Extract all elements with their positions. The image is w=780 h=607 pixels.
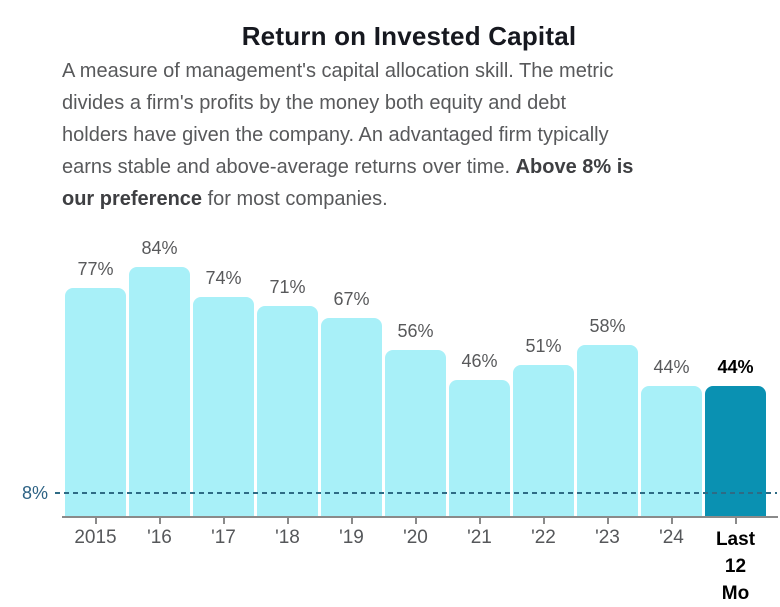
axis-tick (606, 518, 609, 524)
description-line-1: A measure of management's capital alloca… (62, 60, 614, 82)
axis-tick (94, 518, 97, 524)
bar-'19 (321, 318, 382, 517)
x-axis-line (62, 516, 778, 518)
bar-'21 (449, 380, 510, 517)
axis-tick (734, 518, 737, 524)
x-axis-label: '19 (339, 527, 364, 548)
description-line-4: earns stable and above-average returns o… (62, 156, 634, 178)
axis-tick (158, 518, 161, 524)
bar-value-label: 46% (461, 351, 498, 371)
x-axis-label: '16 (147, 527, 172, 548)
bar-'20 (385, 350, 446, 517)
bar-'18 (257, 306, 318, 517)
bar-value-label: 71% (269, 277, 306, 297)
axis-tick (286, 518, 289, 524)
bar-value-label: 74% (205, 268, 242, 288)
description: A measure of management's capital alloca… (62, 55, 768, 215)
axis-tick (478, 518, 481, 524)
bar-value-label: 44% (653, 357, 690, 377)
description-line-2: divides a firm's profits by the money bo… (62, 92, 567, 114)
bar-value-label: 67% (333, 289, 370, 309)
reference-line-label: 8% (21, 483, 48, 503)
x-axis-label: '22 (531, 527, 556, 548)
bar-value-label: 51% (525, 336, 562, 356)
axis-tick (670, 518, 673, 524)
bar-'23 (577, 345, 638, 517)
x-axis-label: '24 (659, 527, 684, 548)
axis-tick (350, 518, 353, 524)
axis-tick (414, 518, 417, 524)
x-axis-label: 2015 (74, 527, 117, 548)
x-axis-label: '18 (275, 527, 300, 548)
axis-tick (542, 518, 545, 524)
bar-value-label: 58% (589, 316, 626, 336)
bar-'22 (513, 365, 574, 517)
bar-'16 (129, 267, 190, 517)
bar-value-label: 44% (717, 357, 754, 377)
x-axis-label: '20 (403, 527, 428, 548)
bar-value-label: 56% (397, 321, 434, 341)
x-axis-label: '21 (467, 527, 492, 548)
bar-value-label: 84% (141, 238, 178, 258)
x-axis-label: Last 12 Mo (715, 529, 756, 604)
bar-value-label: 77% (77, 259, 114, 279)
bar-Last 12 Mo (705, 386, 766, 517)
description-line-5: our preference for most companies. (62, 188, 388, 210)
bar-'17 (193, 297, 254, 517)
bar-'24 (641, 386, 702, 517)
reference-line (55, 492, 777, 494)
x-axis-label: '17 (211, 527, 236, 548)
description-line-3: holders have given the company. An advan… (62, 124, 609, 146)
x-axis-label: '23 (595, 527, 620, 548)
bar-2015 (65, 288, 126, 517)
page-title: Return on Invested Capital (241, 21, 577, 52)
axis-tick (222, 518, 225, 524)
